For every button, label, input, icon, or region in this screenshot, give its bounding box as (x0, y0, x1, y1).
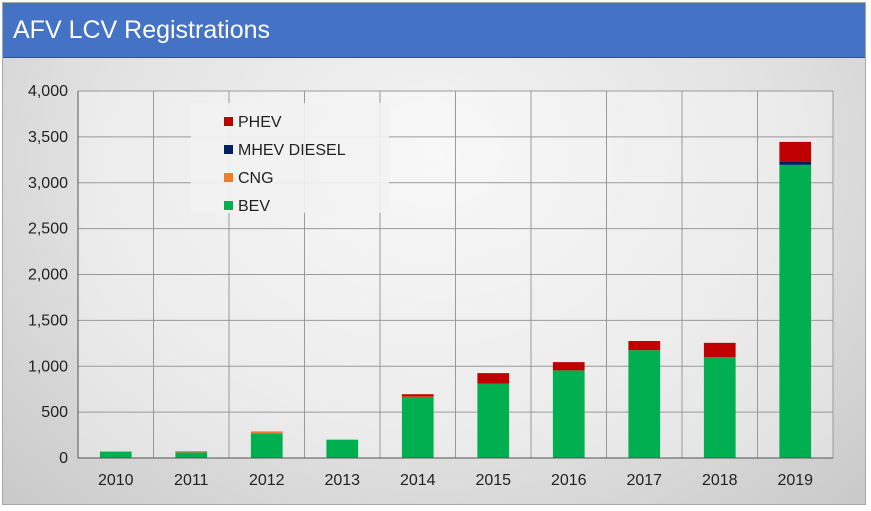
x-tick-label: 2013 (324, 472, 360, 489)
bar-cng-2012 (250, 431, 283, 434)
legend-swatch-mhev-diesel (224, 145, 233, 154)
bar-phev-2015 (477, 373, 510, 384)
bar-phev-2014 (401, 394, 434, 397)
x-tick-label: 2012 (249, 472, 285, 489)
stacked-bar-chart: 0 500 1,000 1,500 2,000 2,500 3,000 3,500 4,000 2… (28, 83, 834, 489)
legend-label-cng: CNG (238, 170, 274, 187)
bar-bev-2013 (326, 439, 359, 458)
bar-bev-2011 (175, 452, 208, 458)
y-tick-label: 2,500 (28, 221, 68, 238)
y-tick-label: 2,000 (28, 267, 68, 284)
y-tick-label: 3,500 (28, 129, 68, 146)
legend-label-phev: PHEV (238, 114, 282, 131)
y-tick-label: 0 (59, 450, 68, 467)
bar-bev-2014 (401, 396, 434, 458)
title-bar: AFV LCV Registrations (3, 3, 865, 58)
y-tick-label: 1,500 (28, 312, 68, 329)
x-tick-label: 2010 (98, 472, 134, 489)
x-tick-label: 2017 (626, 472, 662, 489)
x-tick-label: 2019 (777, 472, 813, 489)
legend-label-mhev-diesel: MHEV DIESEL (238, 142, 346, 159)
chart-title: AFV LCV Registrations (13, 16, 271, 44)
bar-bev-2010 (99, 451, 132, 458)
legend-swatch-phev (224, 117, 233, 126)
legend-label-bev: BEV (238, 198, 270, 215)
bar-bev-2018 (703, 357, 736, 458)
bar-cng-2011 (175, 451, 208, 453)
y-tick-label: 3,000 (28, 175, 68, 192)
chart-frame: AFV LCV Registrations 0 500 1,000 1,500 2,00… (2, 2, 866, 505)
bar-bev-2015 (477, 383, 510, 458)
y-tick-label: 4,000 (28, 83, 68, 100)
bar-bev-2019 (779, 164, 812, 458)
bar-mhev-diesel-2019 (779, 161, 812, 165)
legend-swatch-bev (224, 201, 233, 210)
x-tick-label: 2014 (400, 472, 436, 489)
x-tick-label: 2018 (702, 472, 738, 489)
x-tick-label: 2011 (174, 472, 209, 489)
x-tick-label: 2015 (475, 472, 511, 489)
y-tick-label: 1,000 (28, 358, 68, 375)
legend-swatch-cng (224, 173, 233, 182)
bar-phev-2017 (628, 341, 661, 351)
bar-bev-2012 (250, 433, 283, 458)
y-tick-label: 500 (41, 404, 68, 421)
bar-phev-2018 (703, 342, 736, 358)
bar-phev-2019 (779, 141, 812, 162)
bar-bev-2016 (552, 370, 585, 458)
bar-bev-2017 (628, 350, 661, 458)
x-tick-label: 2016 (551, 472, 587, 489)
bar-phev-2016 (552, 362, 585, 371)
